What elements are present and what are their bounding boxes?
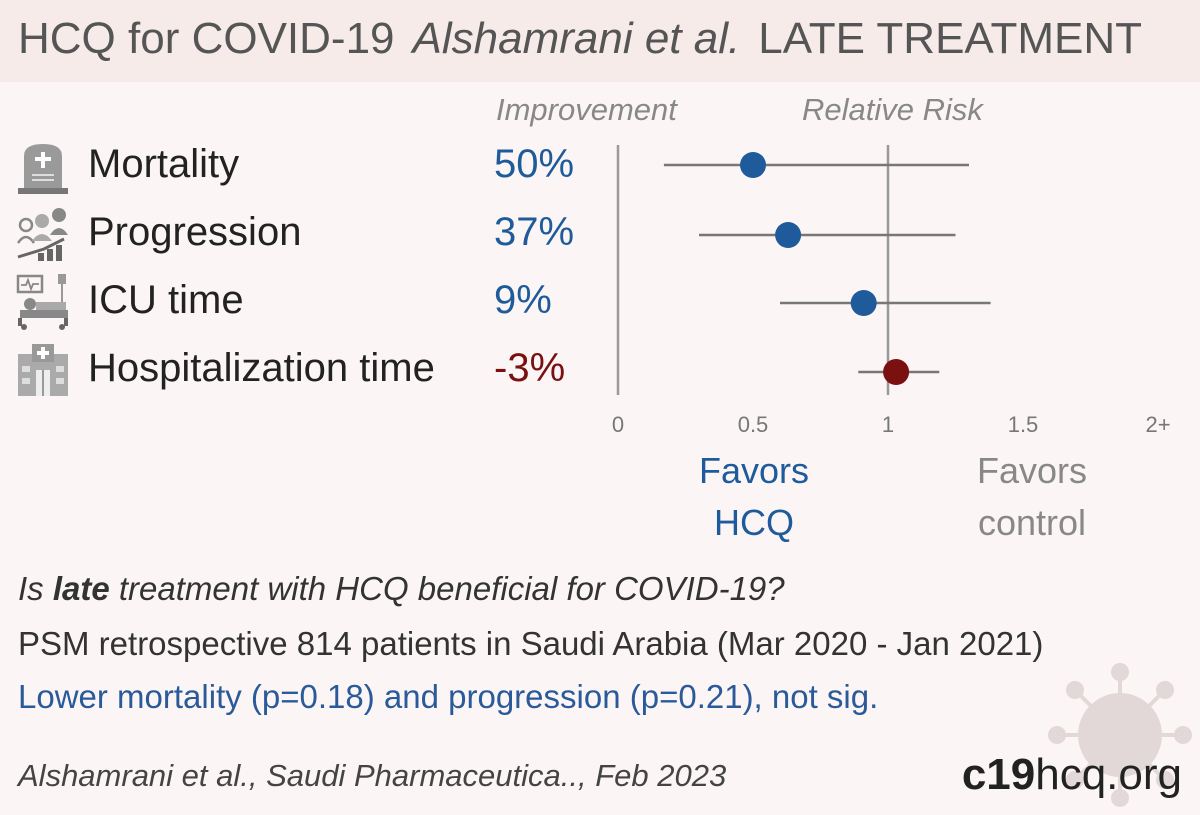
forest-plot: 0 0.5 1 1.5 2+ (590, 130, 1190, 440)
title-stage: LATE TREATMENT (758, 14, 1142, 63)
favors-hcq-label: Favors HCQ (654, 445, 854, 549)
study-question: Is late treatment with HCQ beneficial fo… (18, 570, 785, 608)
study-result: Lower mortality (p=0.18) and progression… (18, 678, 878, 716)
x-tick-label-0: 0 (612, 412, 624, 437)
icu-bed-icon (14, 272, 72, 330)
improvement-value-progression: 37% (494, 210, 574, 255)
brand-domain: hcq.org (1035, 750, 1182, 799)
hospital-icon (14, 340, 72, 398)
x-tick-label-4: 2+ (1145, 412, 1170, 437)
improvement-value-hospitalization-time: -3% (494, 346, 565, 391)
page-title: HCQ for COVID-19 Alshamrani et al. LATE TR… (18, 14, 1142, 64)
improvement-value-icu-time: 9% (494, 278, 552, 323)
x-tick-label-2: 1 (882, 412, 894, 437)
x-tick-label-1: 0.5 (738, 412, 769, 437)
question-prefix: Is (18, 570, 53, 607)
improvement-value-mortality: 50% (494, 142, 574, 187)
header-banner: HCQ for COVID-19 Alshamrani et al. LATE TR… (0, 0, 1200, 82)
title-drug: HCQ for COVID-19 (18, 14, 395, 63)
outcome-label-mortality: Mortality (88, 142, 239, 187)
x-tick-label-3: 1.5 (1008, 412, 1039, 437)
brand-prefix: c19 (962, 750, 1035, 799)
point-estimate-0 (740, 152, 766, 178)
relative-risk-column-header: Relative Risk (802, 92, 983, 128)
favors-control-label: Favors control (932, 445, 1132, 549)
study-description: PSM retrospective 814 patients in Saudi … (18, 625, 1043, 663)
point-estimate-3 (883, 359, 909, 385)
citation: Alshamrani et al., Saudi Pharmaceutica..… (18, 758, 726, 794)
outcome-label-icu-time: ICU time (88, 278, 244, 323)
title-author: Alshamrani et al. (413, 14, 741, 63)
improvement-column-header: Improvement (496, 92, 677, 128)
question-emphasis: late (53, 570, 110, 607)
point-estimate-1 (775, 222, 801, 248)
site-brand: c19hcq.org (962, 750, 1182, 800)
progression-icon (14, 205, 72, 263)
tombstone-icon (14, 138, 72, 196)
outcome-label-hospitalization-time: Hospitalization time (88, 346, 435, 391)
point-estimate-2 (851, 290, 877, 316)
outcome-label-progression: Progression (88, 210, 301, 255)
question-suffix: treatment with HCQ beneficial for COVID-… (110, 570, 785, 607)
